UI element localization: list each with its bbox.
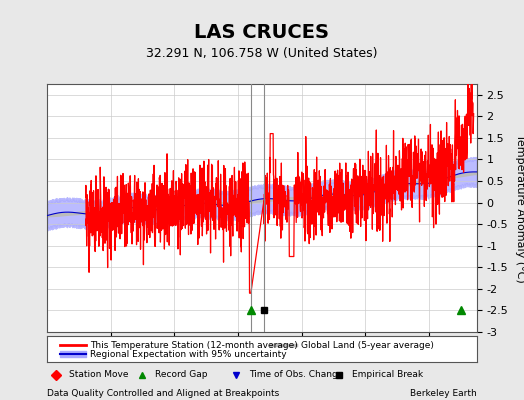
Text: Record Gap: Record Gap — [155, 370, 207, 379]
Text: Global Land (5-year average): Global Land (5-year average) — [301, 340, 433, 350]
Y-axis label: Temperature Anomaly (°C): Temperature Anomaly (°C) — [515, 134, 524, 282]
Text: Station Move: Station Move — [69, 370, 128, 379]
Text: 32.291 N, 106.758 W (United States): 32.291 N, 106.758 W (United States) — [146, 48, 378, 60]
Text: Berkeley Earth: Berkeley Earth — [410, 390, 477, 398]
Text: LAS CRUCES: LAS CRUCES — [194, 22, 330, 42]
Text: Time of Obs. Change: Time of Obs. Change — [249, 370, 344, 379]
Text: Regional Expectation with 95% uncertainty: Regional Expectation with 95% uncertaint… — [90, 350, 287, 359]
Text: Empirical Break: Empirical Break — [352, 370, 423, 379]
Text: This Temperature Station (12-month average): This Temperature Station (12-month avera… — [90, 340, 298, 350]
Text: Data Quality Controlled and Aligned at Breakpoints: Data Quality Controlled and Aligned at B… — [47, 390, 279, 398]
